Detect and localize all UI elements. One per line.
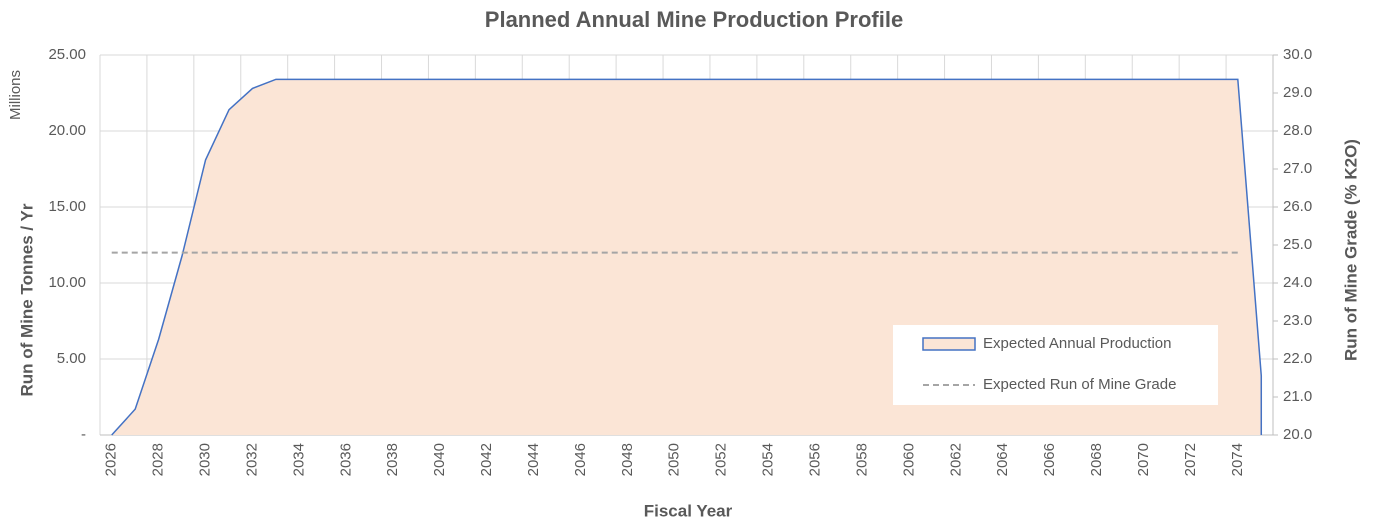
y-tick-label: 25.00: [48, 46, 86, 63]
y2-tick-label: 27.0: [1283, 160, 1312, 177]
chart-title: Planned Annual Mine Production Profile: [485, 7, 903, 32]
x-tick-label: 2042: [478, 443, 495, 476]
x-tick-label: 2062: [947, 443, 964, 476]
y2-tick-label: 25.0: [1283, 236, 1312, 253]
x-tick-label: 2060: [900, 443, 917, 476]
legend: Expected Annual Production Expected Run o…: [893, 325, 1218, 405]
x-tick-label: 2066: [1041, 443, 1058, 476]
x-tick-label: 2058: [853, 443, 870, 476]
legend-swatch: [922, 337, 976, 351]
x-tick-label: 2070: [1135, 443, 1152, 476]
x-tick-label: 2052: [713, 443, 730, 476]
x-tick-label: 2028: [150, 443, 167, 476]
y-axis-unit: Millions: [7, 70, 24, 120]
x-tick-label: 2036: [337, 443, 354, 476]
x-tick-label: 2054: [760, 443, 777, 476]
x-tick-label: 2038: [384, 443, 401, 476]
area-outline: [111, 78, 1263, 436]
x-tick-label: 2032: [243, 443, 260, 476]
y-tick-label: 15.00: [48, 198, 86, 215]
y2-axis-title: Run of Mine Grade (% K2O): [1341, 139, 1360, 361]
x-tick-label: 2044: [525, 443, 542, 476]
x-tick-label: 2030: [197, 443, 214, 476]
y-axis-title: Run of Mine Tonnes / Yr: [17, 203, 36, 396]
y2-tick-label: 26.0: [1283, 198, 1312, 215]
y2-tick-label: 24.0: [1283, 274, 1312, 291]
x-tick-label: 2064: [994, 443, 1011, 476]
y-tick-label: -: [81, 426, 86, 443]
x-tick-label: 2050: [666, 443, 683, 476]
y2-tick-label: 20.0: [1283, 426, 1312, 443]
x-axis-title: Fiscal Year: [644, 501, 733, 520]
legend-label: Expected Annual Production: [983, 335, 1171, 352]
y2-tick-label: 30.0: [1283, 46, 1312, 63]
y-tick-label: 10.00: [48, 274, 86, 291]
x-tick-label: 2056: [806, 443, 823, 476]
x-tick-label: 2072: [1182, 443, 1199, 476]
x-tick-label: 2026: [103, 443, 120, 476]
x-tick-label: 2046: [572, 443, 589, 476]
y2-tick-label: 28.0: [1283, 122, 1312, 139]
y-tick-label: 20.00: [48, 122, 86, 139]
x-tick-label: 2074: [1229, 443, 1246, 476]
y2-tick-label: 21.0: [1283, 388, 1312, 405]
y2-tick-label: 29.0: [1283, 84, 1312, 101]
x-tick-label: 2034: [290, 443, 307, 476]
x-tick-label: 2068: [1088, 443, 1105, 476]
y-tick-label: 5.00: [57, 350, 86, 367]
x-tick-label: 2040: [431, 443, 448, 476]
y2-tick-label: 22.0: [1283, 350, 1312, 367]
x-tick-label: 2048: [619, 443, 636, 476]
y2-tick-label: 23.0: [1283, 312, 1312, 329]
legend-label: Expected Run of Mine Grade: [983, 376, 1176, 393]
